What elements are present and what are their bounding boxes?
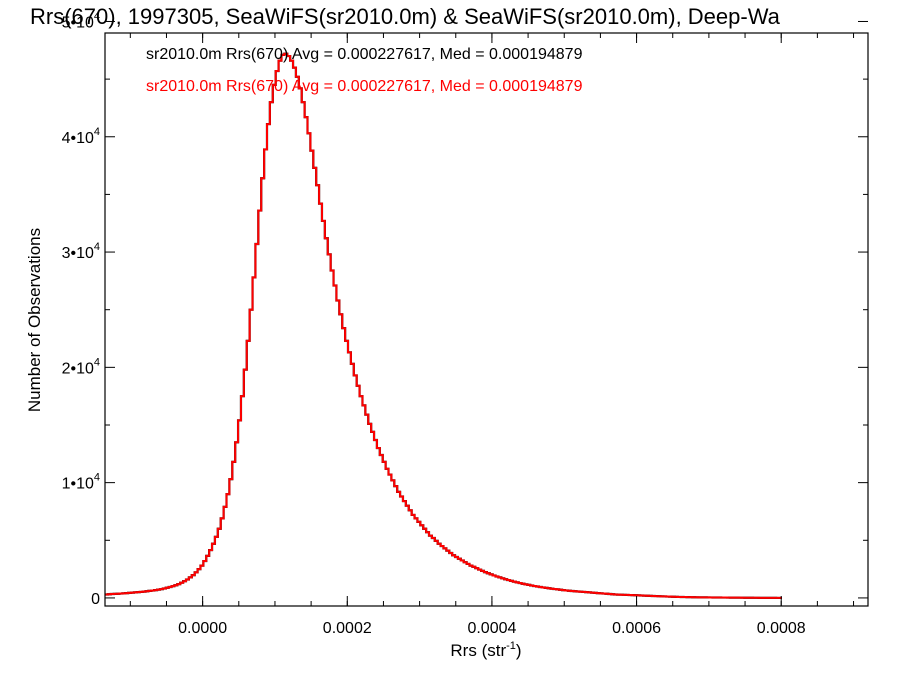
y-tick-label: 0 [91,591,100,608]
series-line-red [105,52,782,599]
y-tick-label: 4•104 [62,126,100,147]
x-tick-label: 0.0000 [178,620,227,637]
plot-frame [104,32,869,607]
x-tick-label: 0.0008 [757,620,806,637]
legend-entry-2: sr2010.0m Rrs(670) Avg = 0.000227617, Me… [146,78,583,95]
x-tick-label: 0.0004 [467,620,516,637]
y-axis: 0 1•104 2•104 3•104 4•104 5•104 [62,10,868,608]
x-axis: 0.0000 0.0002 0.0004 0.0006 0.0008 [129,33,855,637]
chart-title: Rrs(670), 1997305, SeaWiFS(sr2010.0m) & … [30,4,781,29]
x-axis-label-close: ) [516,641,522,660]
y-axis-label: Number of Observations [25,228,44,412]
series-line-black [105,52,782,600]
x-axis-label-main: Rrs (str [450,641,506,660]
legend-entry-1: sr2010.0m Rrs(670) Avg = 0.000227617, Me… [146,46,583,63]
x-tick-label: 0.0002 [323,620,372,637]
x-axis-label-exponent: -1 [506,640,516,652]
x-axis-label: Rrs (str-1) [450,640,521,660]
y-tick-label: 3•104 [62,241,100,262]
histogram-marks [105,52,782,600]
y-tick-label: 2•104 [62,356,100,377]
x-tick-label: 0.0006 [612,620,661,637]
y-tick-label: 1•104 [62,472,100,493]
y-tick-label: 5•104 [62,10,100,31]
